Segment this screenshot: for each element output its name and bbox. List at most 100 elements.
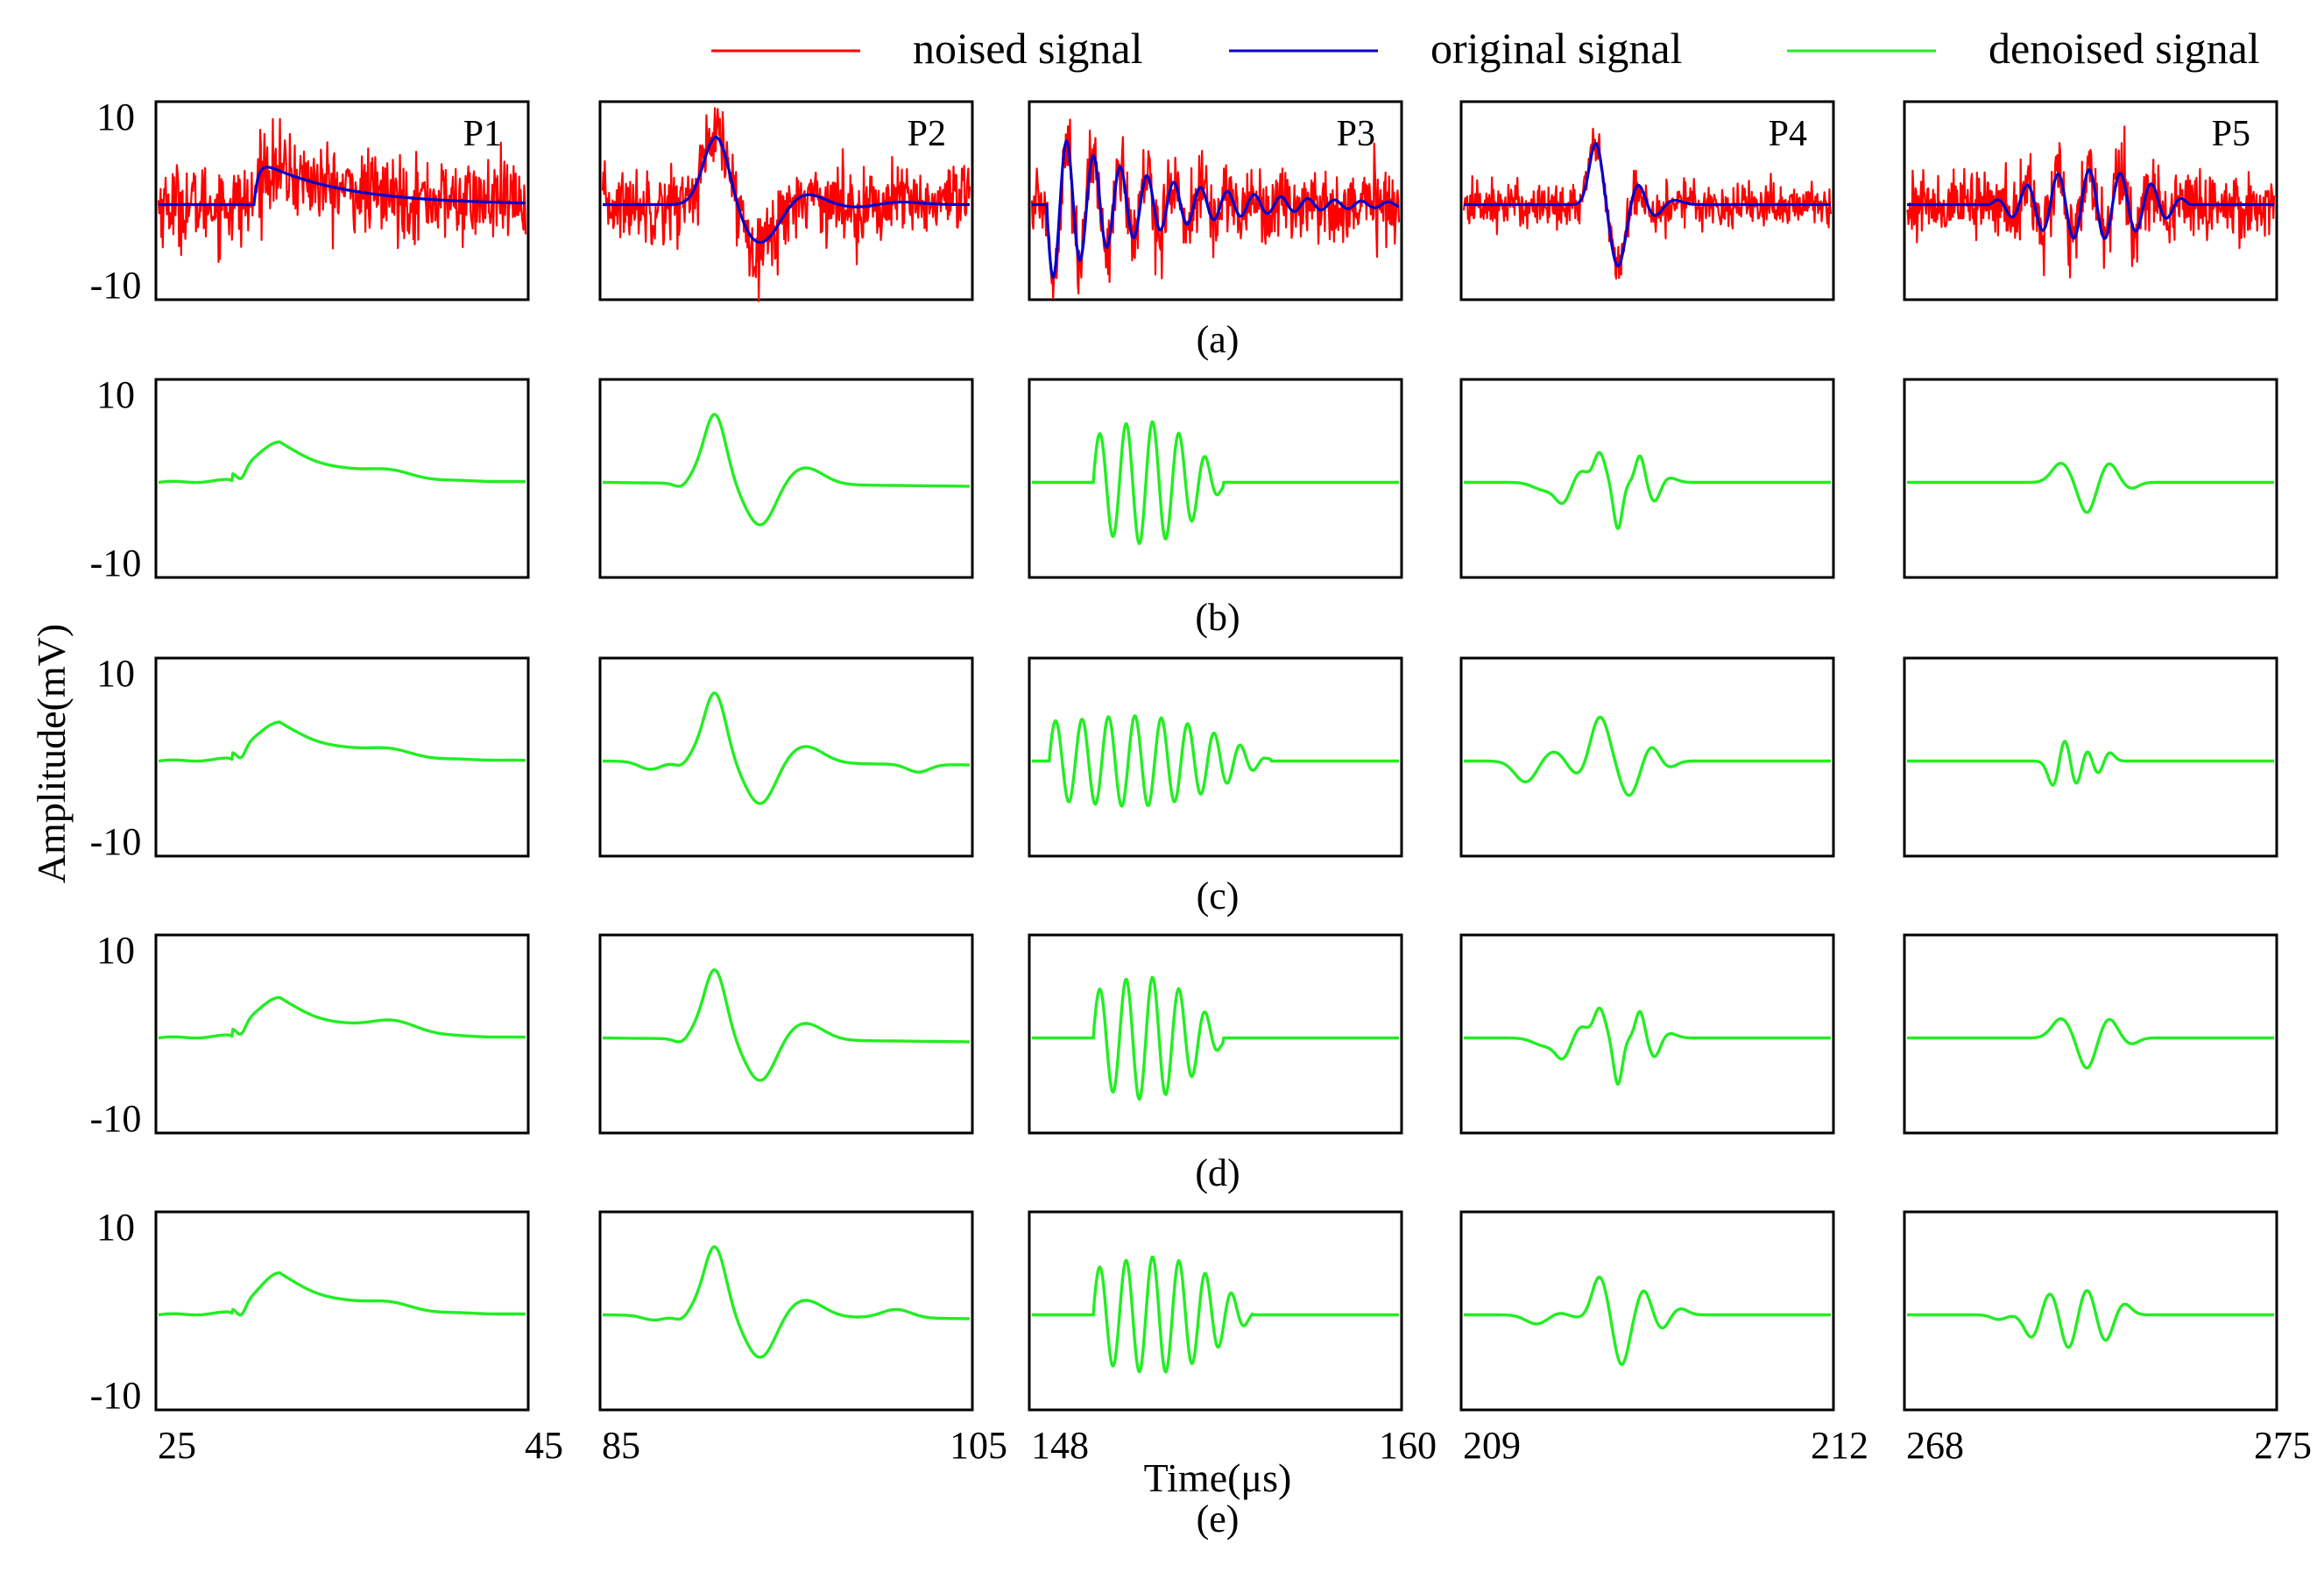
panel-frame [1459,656,1835,858]
x-tick-label-end: 160 [1379,1424,1437,1467]
denoised-signal-line [1463,1006,1832,1086]
panel-label-p3: P3 [1337,114,1375,154]
row-caption-1: (a) [1197,318,1240,361]
panel-frame [1903,378,2278,579]
panel-p2-row-3 [598,656,974,858]
y-axis-title: Amplitude(mV) [29,624,74,883]
panel-frame [1028,1210,1403,1412]
panel-frame [1028,656,1403,858]
denoised-signal-line [602,968,971,1082]
panel-p4-row-2 [1459,378,1835,579]
denoised-signal-line [602,691,971,805]
legend-label-2: original signal [1430,24,1682,73]
y-tick-label-max: 10 [96,96,135,138]
denoised-signal-line [1906,1289,2275,1349]
row-caption-3: (c) [1197,875,1240,917]
panel-p3-row-2 [1028,378,1403,579]
panel-frame [598,933,974,1135]
panel-frame [154,100,530,301]
row-caption-5: (e) [1197,1498,1240,1540]
panel-frame [154,656,530,858]
panel-frame [1028,933,1403,1135]
panel-p4-row-3 [1459,656,1835,858]
panel-p2-row-5: 85 105 [598,1210,1007,1467]
panel-frame [598,656,974,858]
panel-frame [598,100,974,301]
noised-signal-line [157,117,527,264]
y-tick-label-min: -10 [90,1097,142,1140]
y-tick-label-max: 10 [96,652,135,695]
x-tick-label-end: 212 [1811,1424,1868,1467]
panel-p2-row-1: P2 [598,100,974,302]
denoised-signal-line [158,1271,526,1317]
original-signal-line [1032,138,1400,280]
denoised-signal-line [1906,1017,2275,1070]
denoised-signal-line [1031,1255,1400,1374]
denoised-signal-line [1463,715,1832,797]
panel-frame [1903,656,2278,858]
denoised-signal-line [602,1245,971,1359]
x-tick-label-end: 45 [525,1424,563,1467]
panel-p4-row-1: P4 [1459,100,1835,301]
legend-label-1: noised signal [913,24,1142,73]
panel-p5-row-4 [1903,933,2278,1135]
original-signal-line [1907,168,2274,240]
panel-label-p4: P4 [1769,114,1807,154]
denoised-signal-line [602,413,971,527]
panel-p3-row-4 [1028,933,1403,1135]
panel-frame [1459,933,1835,1135]
denoised-signal-line [1031,714,1400,808]
original-signal-line [603,135,970,244]
panel-p3-row-3 [1028,656,1403,858]
panel-frame [1028,378,1403,579]
panel-frame [1459,378,1835,579]
denoised-signal-line [1031,975,1400,1101]
denoised-signal-line [1906,740,2275,787]
x-tick-label-start: 209 [1463,1424,1521,1467]
panel-frame [598,378,974,579]
panel-p1-row-2 [154,378,530,579]
x-axis-title: Time(μs) [1144,1455,1292,1500]
x-tick-label-start: 85 [602,1424,640,1467]
panel-p5-row-1: P5 [1903,100,2278,301]
panel-frame [154,1210,530,1412]
denoised-signal-line [1463,450,1832,530]
denoised-signal-line [158,440,526,485]
x-tick-label-end: 105 [950,1424,1007,1467]
panel-p5-row-3 [1903,656,2278,858]
x-tick-label-start: 25 [158,1424,196,1467]
panel-p1-row-1: P1 [154,100,530,301]
panel-frame [1903,1210,2278,1412]
panel-frame [1459,1210,1835,1412]
x-tick-label-start: 148 [1031,1424,1089,1467]
legend: noised signal original signal denoised sig… [711,24,2260,73]
panel-frame [154,378,530,579]
panel-frame [1903,933,2278,1135]
panel-p1-row-5: 25 45 [154,1210,563,1467]
panel-grid: P1 P2 P3 P4 P5 25 45 85 105 148 160 209 212 268 275 [154,100,2312,1467]
x-tick-label-end: 275 [2254,1424,2312,1467]
y-tick-label-min: -10 [90,820,142,863]
panel-p3-row-1: P3 [1028,100,1403,301]
y-tick-label-max: 10 [96,1206,135,1249]
panel-p5-row-5: 268 275 [1903,1210,2312,1467]
denoised-signal-line [1463,1275,1832,1366]
denoised-signal-line [1031,420,1400,546]
panel-label-p1: P1 [463,114,502,154]
panel-frame [154,933,530,1135]
y-tick-label-min: -10 [90,542,142,584]
panel-p1-row-4 [154,933,530,1135]
y-tick-label-min: -10 [90,264,142,307]
panel-frame [1903,100,2278,301]
y-tick-label-min: -10 [90,1374,142,1417]
legend-label-3: denoised signal [1988,24,2260,73]
denoised-signal-line [158,720,526,763]
axis-labels: 10 -10 (a) 10 -10 (b) 10 -10 (c) 10 -10 (d) 10 -10 (e)… [29,96,1291,1540]
panel-p4-row-4 [1459,933,1835,1135]
panel-frame [598,1210,974,1412]
panel-p1-row-3 [154,656,530,858]
row-caption-4: (d) [1195,1151,1240,1194]
panel-p4-row-5: 209 212 [1459,1210,1868,1467]
original-signal-line [159,166,526,207]
